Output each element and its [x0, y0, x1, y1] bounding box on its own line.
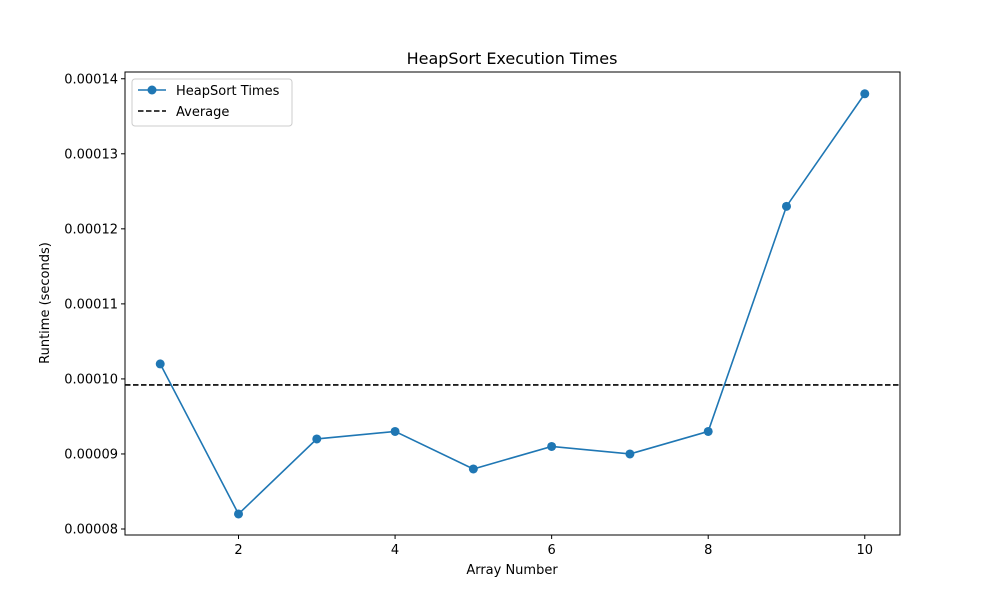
y-tick-label: 0.00010 — [64, 372, 118, 387]
data-point — [547, 441, 557, 451]
data-point — [781, 201, 791, 211]
legend: HeapSort Times Average — [131, 78, 293, 127]
y-axis-label: Runtime (seconds) — [38, 242, 53, 364]
data-point — [390, 426, 400, 436]
legend-label-heapsort-times: HeapSort Times — [176, 84, 280, 99]
y-tick-label: 0.00014 — [64, 72, 118, 87]
y-tick-label: 0.00011 — [64, 297, 118, 312]
data-point — [155, 359, 165, 369]
legend-series-marker-swatch — [147, 85, 157, 95]
legend-frame — [131, 78, 293, 127]
y-tick-label: 0.00009 — [64, 447, 118, 462]
x-tick-label: 4 — [391, 543, 399, 558]
data-point — [860, 89, 870, 99]
y-tick-label: 0.00013 — [64, 147, 118, 162]
x-tick-label: 2 — [234, 543, 242, 558]
y-tick-label: 0.00012 — [64, 222, 118, 237]
x-tick-label: 8 — [704, 543, 712, 558]
legend-label-average: Average — [176, 105, 229, 120]
data-point — [312, 434, 322, 444]
plot-area: 0.00008 0.00009 0.00010 0.00011 0.00012 0.000… — [64, 71, 901, 558]
y-axis-ticks: 0.00008 0.00009 0.00010 0.00011 0.00012 0.000… — [64, 72, 125, 537]
y-tick-label: 0.00008 — [64, 522, 118, 537]
series-line-heapsort-times — [159, 93, 866, 516]
axes-frame — [124, 71, 901, 536]
data-point — [234, 509, 244, 519]
data-point — [703, 426, 713, 436]
data-point — [468, 464, 478, 474]
x-tick-label: 6 — [548, 543, 556, 558]
x-axis-ticks: 2 4 6 8 10 — [234, 535, 873, 558]
series-layer — [155, 89, 870, 519]
x-tick-label: 10 — [856, 543, 873, 558]
data-point — [625, 449, 635, 459]
x-axis-label: Array Number — [466, 563, 558, 578]
chart-title: HeapSort Execution Times — [407, 49, 618, 68]
